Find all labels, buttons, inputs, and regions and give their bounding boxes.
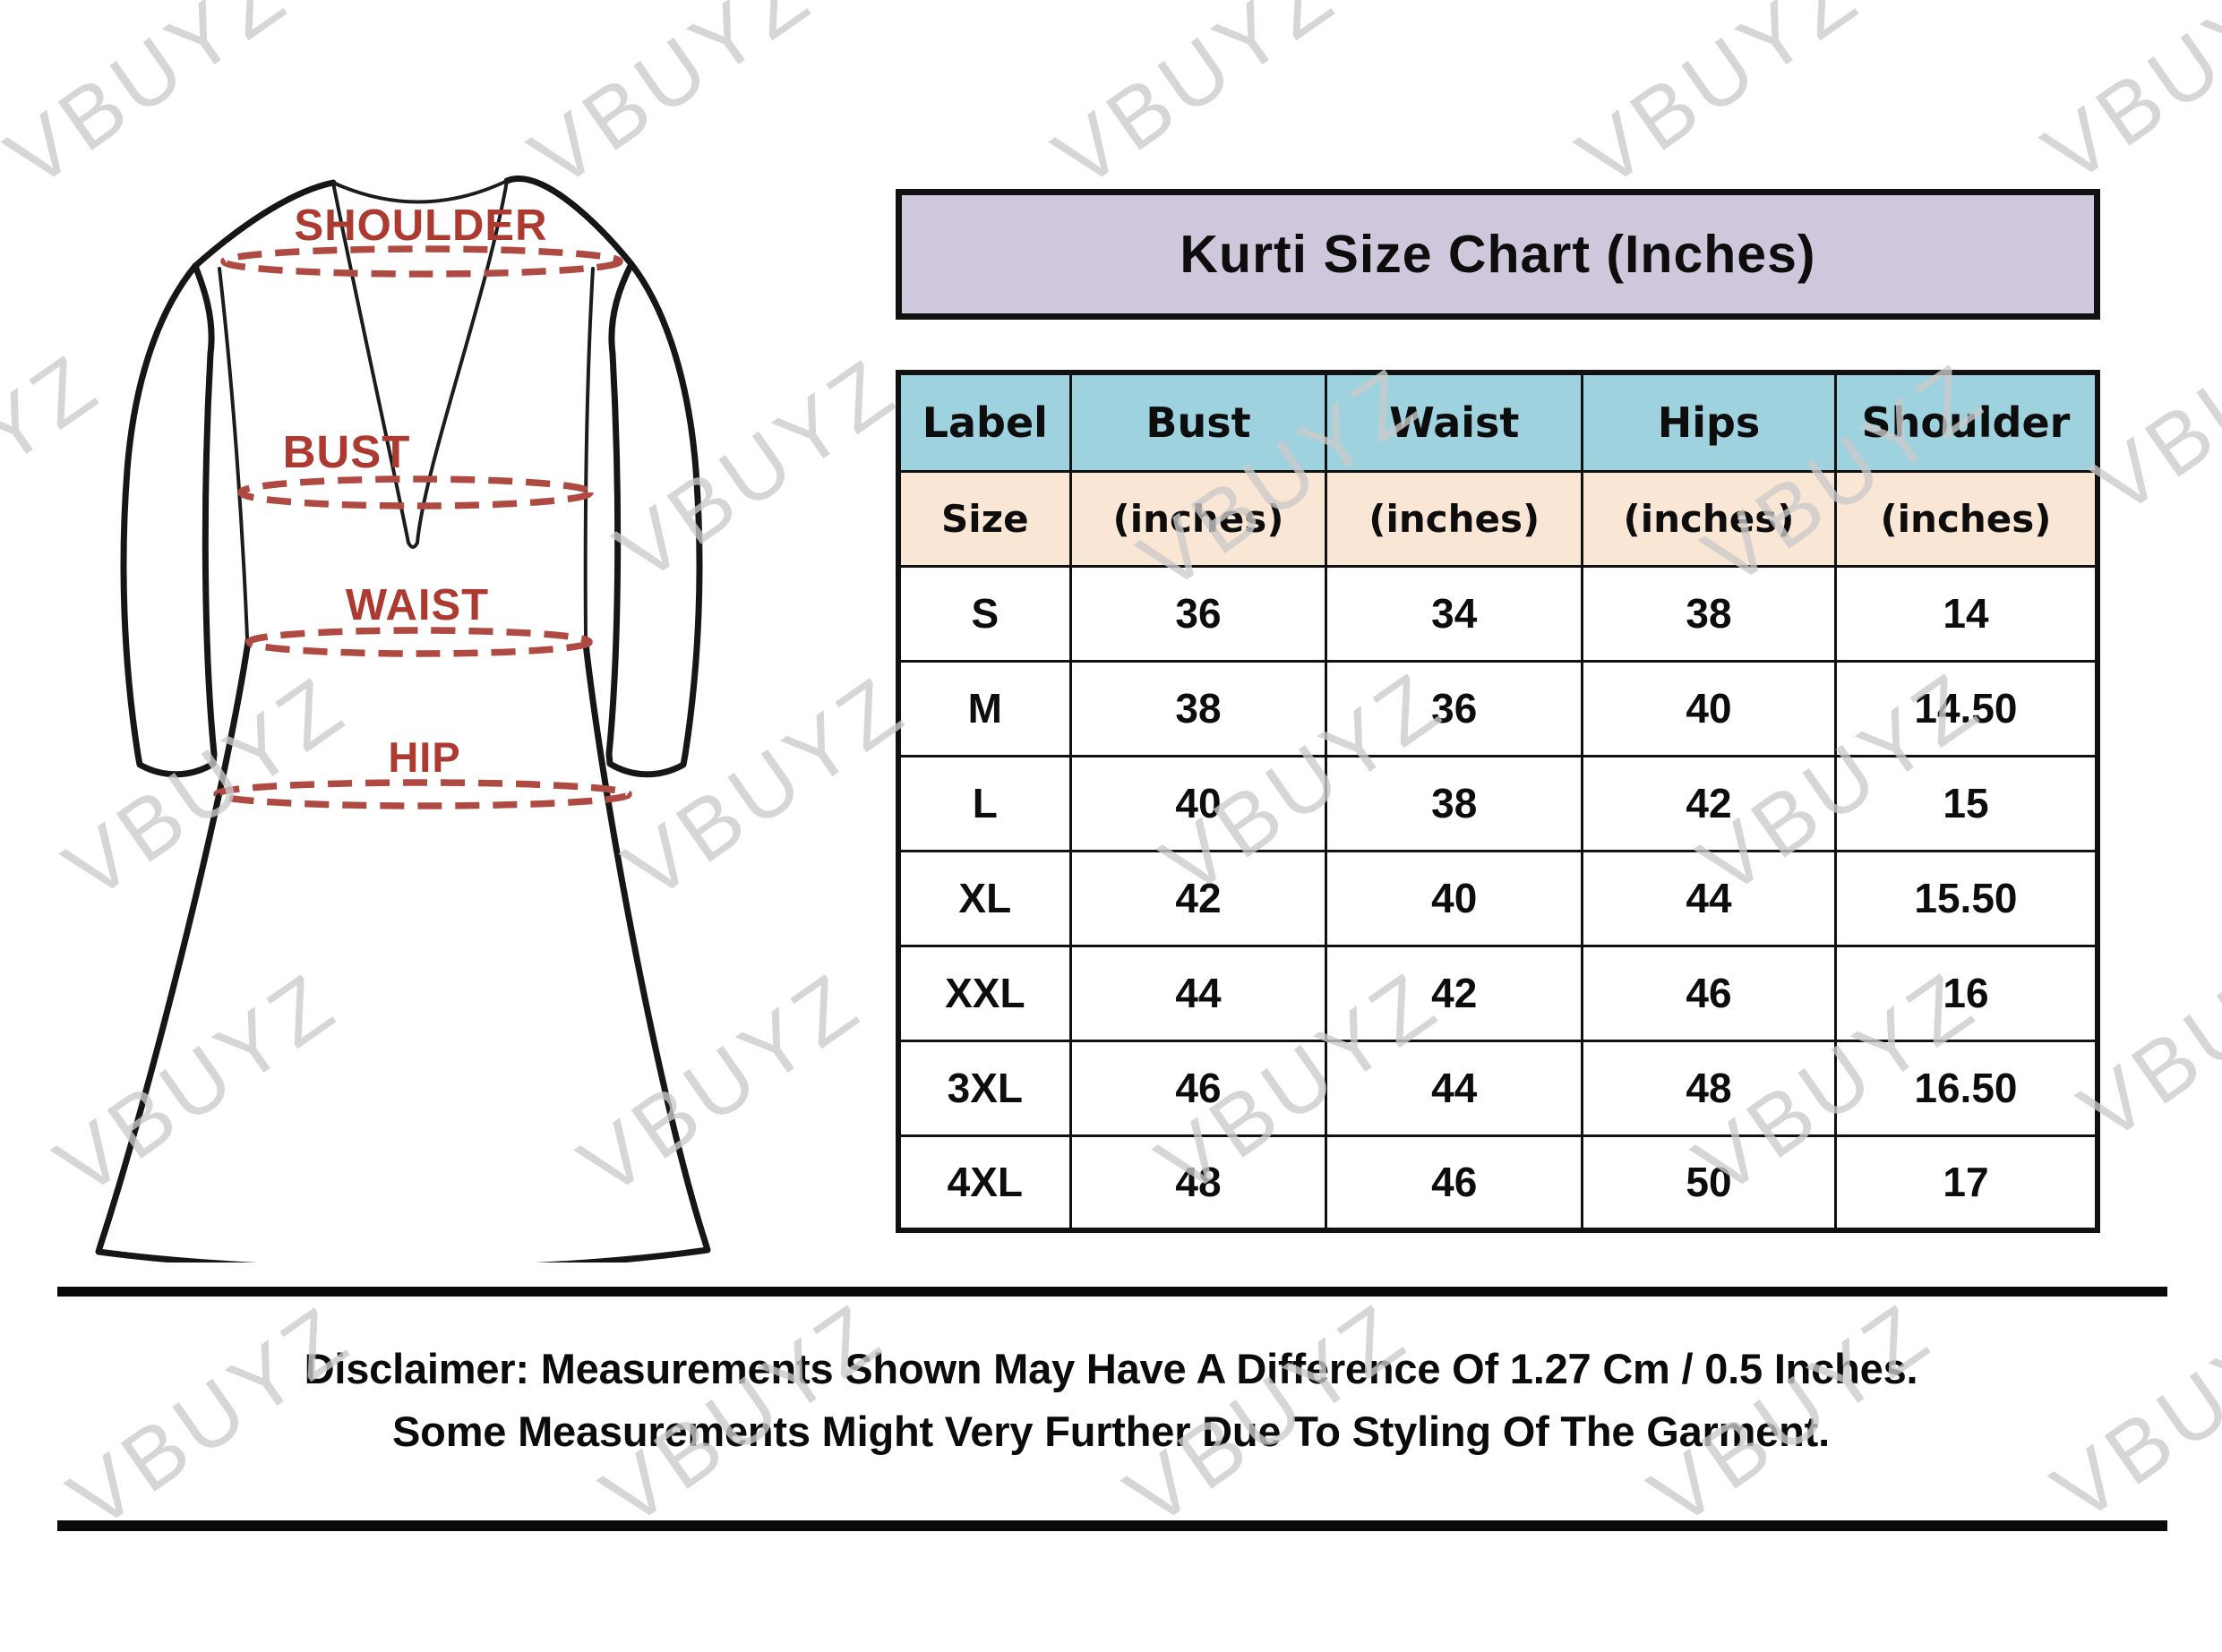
vbuyz-watermark: VBUYZ xyxy=(1561,0,1877,207)
kurti-right-shoulder-line xyxy=(503,175,635,268)
kurti-right-seam xyxy=(583,267,595,639)
data-cell: 15.50 xyxy=(1833,849,2099,947)
subheader-cell: (inches) xyxy=(1068,469,1328,568)
data-cell: 42 xyxy=(1581,754,1837,852)
data-cell: 16.50 xyxy=(1833,1039,2099,1137)
header-cell: Hips xyxy=(1581,371,1837,473)
data-cell: 15 xyxy=(1833,754,2099,852)
table-row: 4XL 48 46 50 17 xyxy=(897,1134,2099,1232)
data-cell: 46 xyxy=(1325,1134,1584,1232)
header-cell: Shoulder xyxy=(1833,371,2099,473)
table-header-row: Label Bust Waist Hips Shoulder xyxy=(897,371,2099,473)
data-cell: 34 xyxy=(1325,564,1584,663)
bust-dash-line xyxy=(237,475,594,509)
data-cell: 40 xyxy=(1068,754,1328,852)
kurti-left-shoulder-line xyxy=(192,179,337,270)
data-cell: 44 xyxy=(1325,1039,1584,1137)
header-cell: Bust xyxy=(1068,371,1328,473)
hip-label: HIP xyxy=(388,733,460,781)
hip-dash-line xyxy=(213,779,632,809)
data-cell: 36 xyxy=(1068,564,1328,663)
data-cell: 42 xyxy=(1068,849,1328,947)
disclaimer-line-1: Disclaimer: Measurements Shown May Have … xyxy=(304,1345,1918,1392)
vbuyz-watermark: VBUYZ xyxy=(2027,0,2222,202)
kurti-slit-bottom xyxy=(407,541,419,549)
data-cell: XXL xyxy=(897,944,1072,1042)
data-cell: 36 xyxy=(1325,659,1584,758)
table-row: M 38 36 40 14.50 xyxy=(897,659,2099,758)
subheader-cell: (inches) xyxy=(1581,469,1837,568)
data-cell: 16 xyxy=(1833,944,2099,1042)
chart-title-box: Kurti Size Chart (Inches) xyxy=(896,189,2100,320)
kurti-torso xyxy=(195,178,631,641)
data-cell: 38 xyxy=(1068,659,1328,758)
chart-title: Kurti Size Chart (Inches) xyxy=(1180,225,1816,284)
data-cell: 42 xyxy=(1325,944,1584,1042)
header-cell: Waist xyxy=(1325,371,1584,473)
size-table: Label Bust Waist Hips Shoulder Size (inches) (i… xyxy=(896,370,2100,1233)
table-row: L 40 38 42 15 xyxy=(897,754,2099,852)
data-cell: 48 xyxy=(1581,1039,1837,1137)
data-cell: 50 xyxy=(1581,1134,1837,1232)
data-cell: 3XL xyxy=(897,1039,1072,1137)
data-cell: 17 xyxy=(1833,1134,2099,1232)
header-cell: Label xyxy=(897,371,1072,473)
data-cell: S xyxy=(897,564,1072,663)
data-cell: 4XL xyxy=(897,1134,1072,1232)
table-row: 3XL 46 44 48 16.50 xyxy=(897,1039,2099,1137)
divider-line-bottom xyxy=(57,1520,2167,1531)
kurti-left-seam xyxy=(218,267,249,639)
kurti-illustration: SHOULDER BUST WAIST HIP xyxy=(95,175,711,1263)
bust-label: BUST xyxy=(283,426,411,477)
shoulder-dash-line xyxy=(220,245,623,278)
disclaimer-text: Disclaimer: Measurements Shown May Have … xyxy=(0,1338,2222,1463)
data-cell: 40 xyxy=(1581,659,1837,758)
kurti-skirt xyxy=(95,632,711,1263)
waist-label: WAIST xyxy=(346,581,489,629)
shoulder-label: SHOULDER xyxy=(295,201,548,250)
kurti-neckline xyxy=(331,179,509,204)
subheader-cell: (inches) xyxy=(1833,469,2099,568)
data-cell: 38 xyxy=(1581,564,1837,663)
vbuyz-watermark: VBUYZ xyxy=(1037,0,1353,207)
data-cell: 48 xyxy=(1068,1134,1328,1232)
data-cell: 44 xyxy=(1068,944,1328,1042)
data-cell: 38 xyxy=(1325,754,1584,852)
disclaimer-line-2: Some Measurements Might Very Further Due… xyxy=(392,1408,1830,1455)
table-row: XXL 44 42 46 16 xyxy=(897,944,2099,1042)
data-cell: M xyxy=(897,659,1072,758)
data-cell: 44 xyxy=(1581,849,1837,947)
kurti-left-sleeve xyxy=(120,262,218,778)
data-cell: 40 xyxy=(1325,849,1584,947)
table-row: XL 42 40 44 15.50 xyxy=(897,849,2099,947)
data-cell: 46 xyxy=(1068,1039,1328,1137)
divider-line-top xyxy=(57,1287,2167,1297)
table-subheader-row: Size (inches) (inches) (inches) (inches) xyxy=(897,469,2099,568)
waist-dash-line xyxy=(245,627,593,657)
subheader-cell: Size xyxy=(897,469,1072,568)
data-cell: 46 xyxy=(1581,944,1837,1042)
data-cell: 14 xyxy=(1833,564,2099,663)
data-cell: XL xyxy=(897,849,1072,947)
data-cell: 14.50 xyxy=(1833,659,2099,758)
data-cell: L xyxy=(897,754,1072,852)
subheader-cell: (inches) xyxy=(1325,469,1584,568)
kurti-diagram: SHOULDER BUST WAIST HIP xyxy=(58,125,739,1263)
table-row: S 36 34 38 14 xyxy=(897,564,2099,663)
kurti-right-sleeve xyxy=(605,261,703,778)
